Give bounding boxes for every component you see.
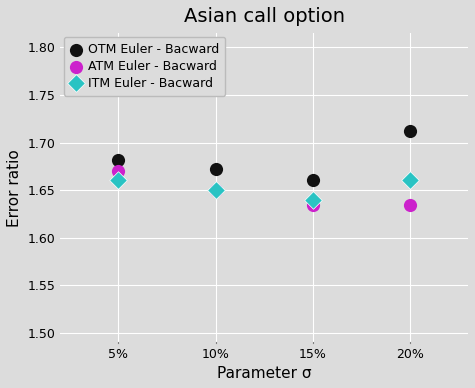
ATM Euler - Bacward — [212, 187, 219, 193]
OTM Euler - Bacward — [114, 157, 122, 163]
ITM Euler - Bacward — [114, 177, 122, 183]
ATM Euler - Bacward — [406, 203, 414, 209]
ITM Euler - Bacward — [309, 197, 316, 203]
ITM Euler - Bacward — [406, 177, 414, 183]
Y-axis label: Error ratio: Error ratio — [7, 149, 22, 227]
ATM Euler - Bacward — [114, 168, 122, 174]
OTM Euler - Bacward — [212, 166, 219, 172]
OTM Euler - Bacward — [309, 177, 316, 183]
X-axis label: Parameter σ: Parameter σ — [217, 366, 312, 381]
Title: Asian call option: Asian call option — [184, 7, 345, 26]
ATM Euler - Bacward — [309, 203, 316, 209]
OTM Euler - Bacward — [406, 128, 414, 134]
Legend: OTM Euler - Bacward, ATM Euler - Bacward, ITM Euler - Bacward: OTM Euler - Bacward, ATM Euler - Bacward… — [64, 37, 225, 96]
ITM Euler - Bacward — [212, 187, 219, 193]
